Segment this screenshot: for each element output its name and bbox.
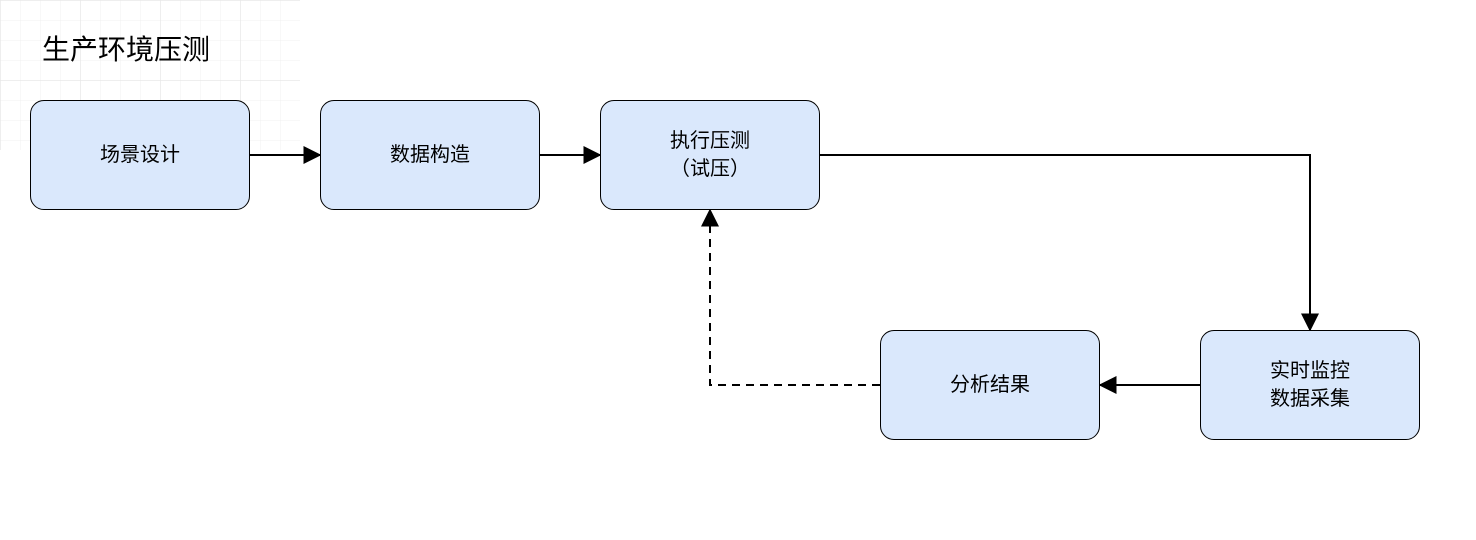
- node-label: 场景设计: [100, 141, 180, 169]
- diagram-title: 生产环境压测: [42, 28, 210, 68]
- node-label: 数据构造: [390, 141, 470, 169]
- flowchart-node-n1: 场景设计: [30, 100, 250, 210]
- node-label: 分析结果: [950, 371, 1030, 399]
- node-label: （试压）: [670, 155, 750, 183]
- flowchart-node-n5: 实时监控数据采集: [1200, 330, 1420, 440]
- flowchart-edge-n4-n3: [710, 210, 880, 385]
- flowchart-node-n4: 分析结果: [880, 330, 1100, 440]
- flowchart-node-n3: 执行压测（试压）: [600, 100, 820, 210]
- flowchart-node-n2: 数据构造: [320, 100, 540, 210]
- node-label: 实时监控: [1270, 357, 1350, 385]
- node-label: 执行压测: [670, 127, 750, 155]
- node-label: 数据采集: [1270, 385, 1350, 413]
- flowchart-edge-n3-n5: [820, 155, 1310, 330]
